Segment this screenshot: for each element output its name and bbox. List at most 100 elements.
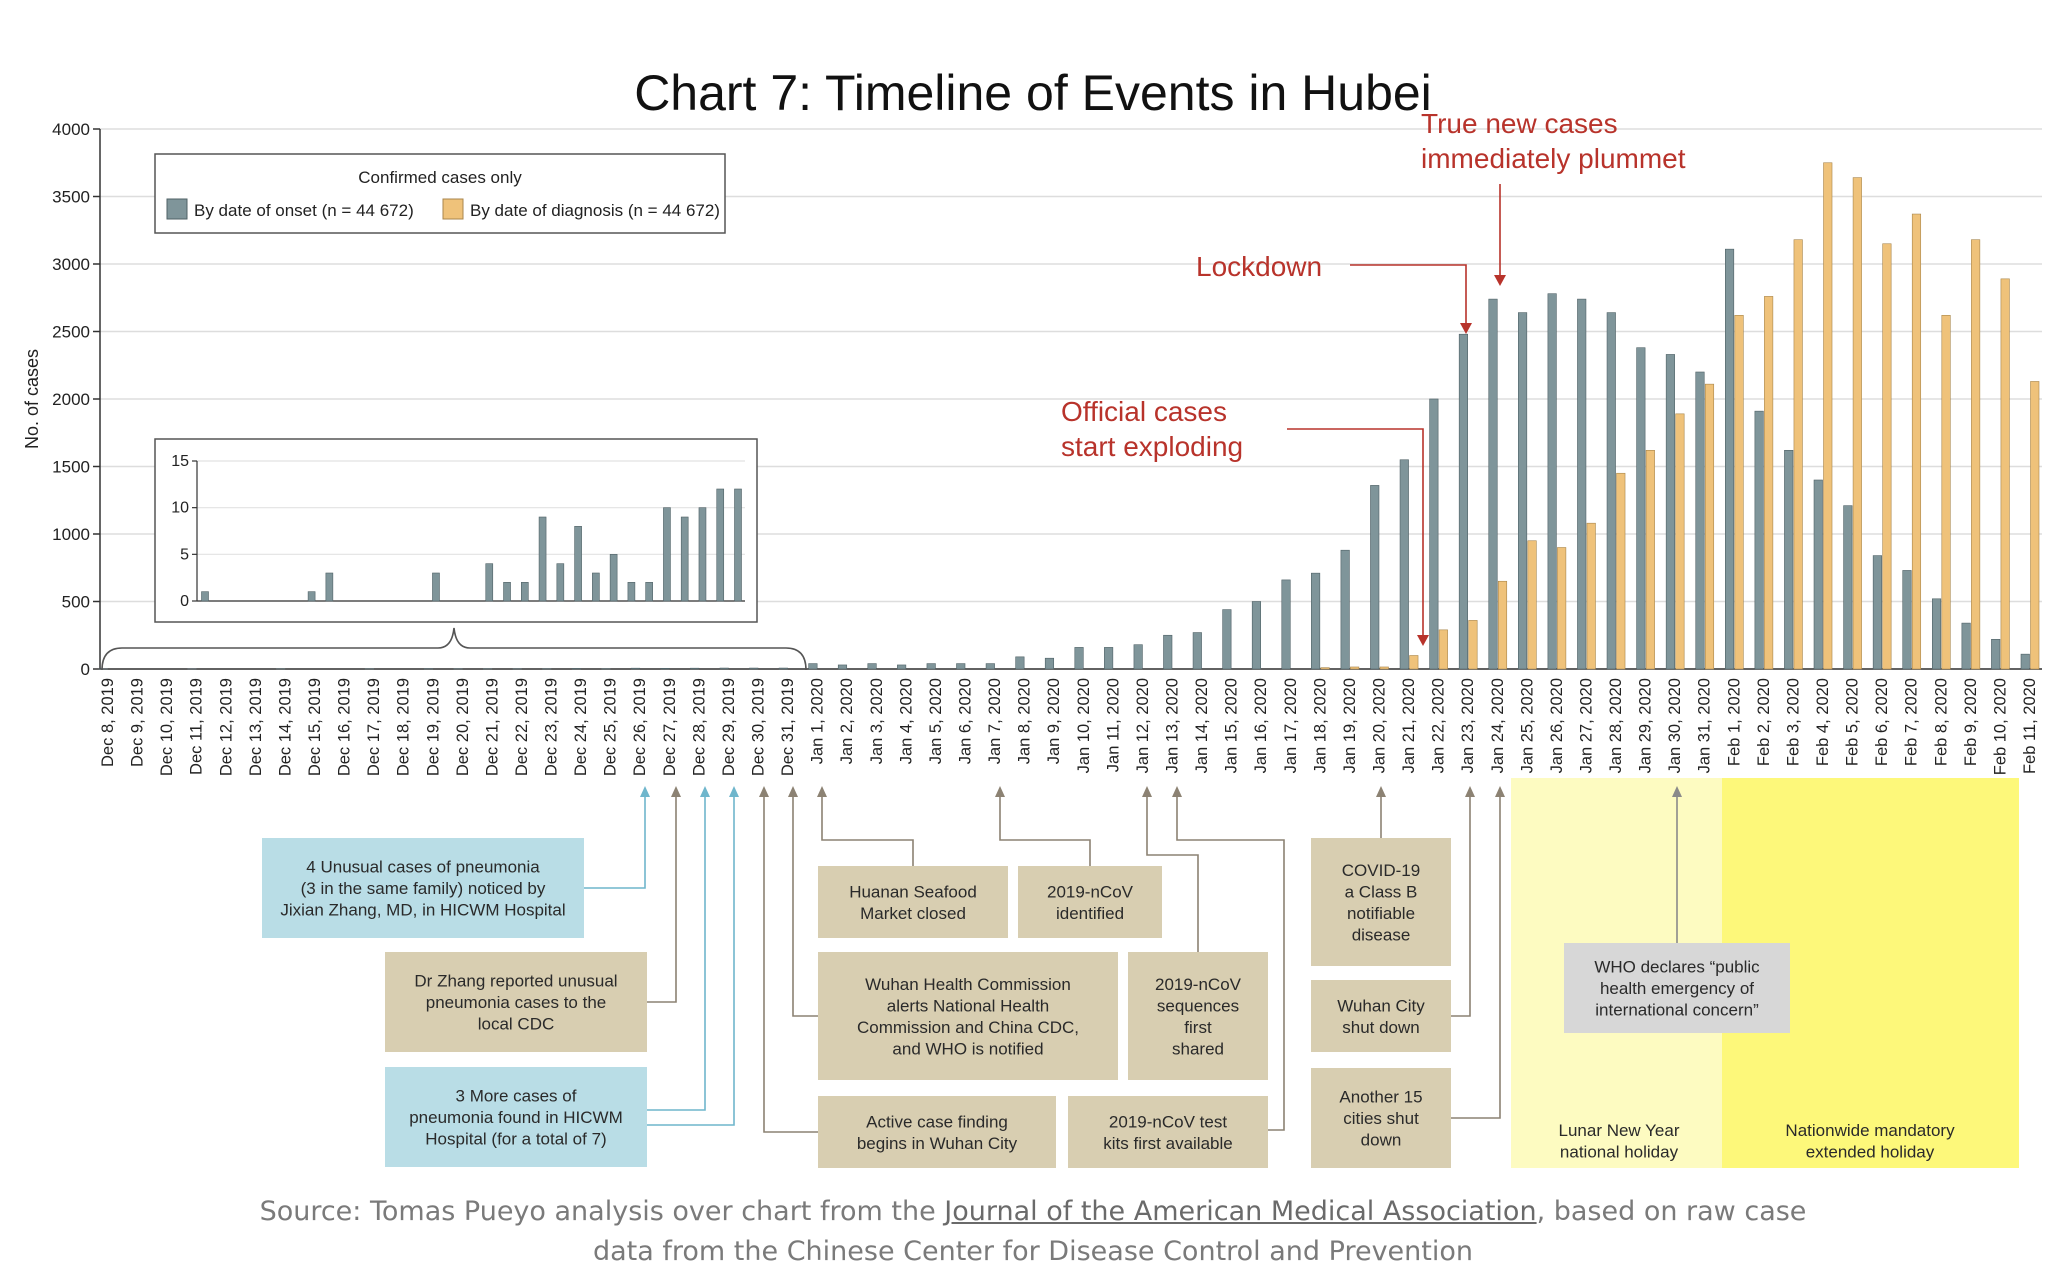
connector-jan12-arrowhead: [1142, 786, 1152, 797]
x-tick-label: Jan 20, 2020: [1370, 678, 1388, 773]
source-suffix: , based on raw case: [1536, 1196, 1807, 1227]
event-text: pneumonia found in HICWM: [409, 1108, 623, 1127]
chart-title: Chart 7: Timeline of Events in Hubei: [634, 65, 1432, 121]
event-text: Another 15: [1339, 1088, 1422, 1107]
bar-diagnosis: [1704, 383, 1715, 670]
bar-onset: [1488, 298, 1498, 670]
event-box: WHO declares “public health emergency of i…: [1564, 943, 1790, 1033]
holiday-label: Lunar New Year: [1559, 1121, 1680, 1140]
bar-onset: [1281, 579, 1291, 670]
event-text: local CDC: [478, 1015, 555, 1034]
holiday-label: national holiday: [1560, 1143, 1679, 1162]
bar-diagnosis: [1764, 296, 1774, 670]
inset-bar: [609, 554, 618, 602]
inset-bar: [716, 488, 725, 602]
x-tick-label: Jan 2, 2020: [838, 678, 856, 764]
event-text: disease: [1352, 925, 1411, 944]
event-box-bg: [818, 952, 1118, 1080]
event-box: 3 More cases of pneumonia found in HICWM H…: [385, 1067, 647, 1167]
bar-onset: [1370, 485, 1380, 670]
bar-onset: [1340, 549, 1350, 670]
inset-y-tick-label: 10: [171, 500, 189, 517]
connector-dec28: [647, 790, 706, 1111]
inset-bar: [645, 582, 653, 602]
bar-onset: [1458, 333, 1468, 670]
bar-onset: [1665, 354, 1675, 670]
x-tick-label: Feb 2, 2020: [1755, 678, 1773, 766]
inset-bar: [307, 591, 316, 602]
event-text: Jixian Zhang, MD, in HICWM Hospital: [280, 901, 565, 920]
connector-dec31-arrowhead: [788, 786, 798, 797]
event-text: begins in Wuhan City: [857, 1134, 1018, 1153]
x-tick-label: Dec 14, 2019: [276, 678, 294, 776]
x-tick-label: Feb 11, 2020: [2021, 678, 2039, 774]
x-tick-label: Dec 18, 2019: [395, 678, 413, 776]
event-text: cities shut: [1343, 1109, 1419, 1128]
x-tick-label: Dec 12, 2019: [217, 678, 235, 776]
y-tick-label: 2500: [52, 323, 90, 342]
event-text: Hospital (for a total of 7): [425, 1130, 606, 1149]
y-tick-label: 1500: [52, 458, 90, 477]
event-box: Wuhan City shut down: [1311, 980, 1451, 1052]
bar-onset: [1547, 293, 1557, 670]
event-text: (3 in the same family) noticed by: [301, 879, 546, 898]
event-text: pneumonia cases to the: [426, 993, 607, 1012]
y-tick-label: 4000: [52, 120, 90, 139]
inset-bar: [201, 591, 209, 602]
x-tick-label: Dec 13, 2019: [247, 678, 265, 776]
connector-jan23: [1451, 790, 1471, 1017]
bar-diagnosis: [1586, 522, 1596, 670]
bar-onset: [1044, 657, 1055, 670]
bar-onset: [571, 668, 581, 670]
x-tick-label: Dec 15, 2019: [306, 678, 324, 776]
bar-diagnosis: [2030, 381, 2040, 670]
connector-jan7: [999, 790, 1091, 866]
connector-dec28-arrowhead: [700, 786, 710, 797]
x-tick-label: Feb 7, 2020: [1903, 678, 1921, 766]
connector-jan7-arrowhead: [995, 786, 1005, 797]
inset-bar: [325, 572, 334, 602]
inset-bar: [680, 516, 689, 602]
bar-diagnosis: [1557, 547, 1567, 670]
bar-onset: [1577, 298, 1587, 670]
x-tick-label: Jan 1, 2020: [809, 678, 827, 764]
event-text: COVID-19: [1342, 861, 1420, 880]
event-text: 3 More cases of: [456, 1087, 577, 1106]
connector-dec29-arrowhead: [729, 786, 739, 797]
bar-diagnosis: [1379, 666, 1389, 670]
connector-jan24: [1451, 790, 1501, 1119]
event-box: 2019-nCoV sequences first shared: [1128, 952, 1268, 1080]
x-tick-label: Dec 21, 2019: [483, 678, 501, 776]
bar-diagnosis: [1409, 655, 1419, 670]
x-tick-label: Jan 21, 2020: [1400, 678, 1418, 773]
x-tick-label: Dec 29, 2019: [720, 678, 738, 776]
bar-diagnosis: [1675, 413, 1685, 670]
x-tick-label: Jan 9, 2020: [1045, 678, 1063, 764]
x-tick-label: Feb 10, 2020: [1991, 678, 2009, 775]
bar-onset: [1754, 410, 1764, 670]
x-tick-label: Dec 11, 2019: [188, 678, 206, 775]
x-tick-label: Jan 5, 2020: [927, 678, 945, 764]
bar-onset: [1311, 572, 1321, 670]
bar-onset: [1991, 638, 2001, 670]
plummet-label-1: True new cases: [1421, 108, 1618, 139]
x-tick-label: Dec 23, 2019: [543, 678, 561, 776]
event-box: Wuhan Health Commission alerts National H…: [818, 952, 1118, 1080]
connector-dec27-arrowhead: [671, 786, 681, 797]
connector-dec26: [584, 790, 646, 889]
plummet-label-2: immediately plummet: [1421, 143, 1686, 174]
bar-onset: [1133, 644, 1143, 670]
bar-diagnosis: [1468, 620, 1478, 670]
event-text: first: [1184, 1018, 1212, 1037]
jama-link[interactable]: Journal of the American Medical Associat…: [944, 1196, 1537, 1227]
x-tick-label: Dec 24, 2019: [572, 678, 590, 776]
bar-onset: [1429, 398, 1439, 670]
inset-bar: [627, 582, 636, 602]
x-tick-label: Dec 26, 2019: [631, 678, 649, 776]
bar-onset: [1251, 601, 1261, 670]
connector-jan13-arrowhead: [1172, 786, 1182, 797]
connector-jan24-arrowhead: [1495, 786, 1505, 797]
holiday-label: Nationwide mandatory: [1785, 1121, 1955, 1140]
event-text: Huanan Seafood: [849, 882, 977, 901]
x-tick-label: Jan 14, 2020: [1193, 678, 1211, 773]
